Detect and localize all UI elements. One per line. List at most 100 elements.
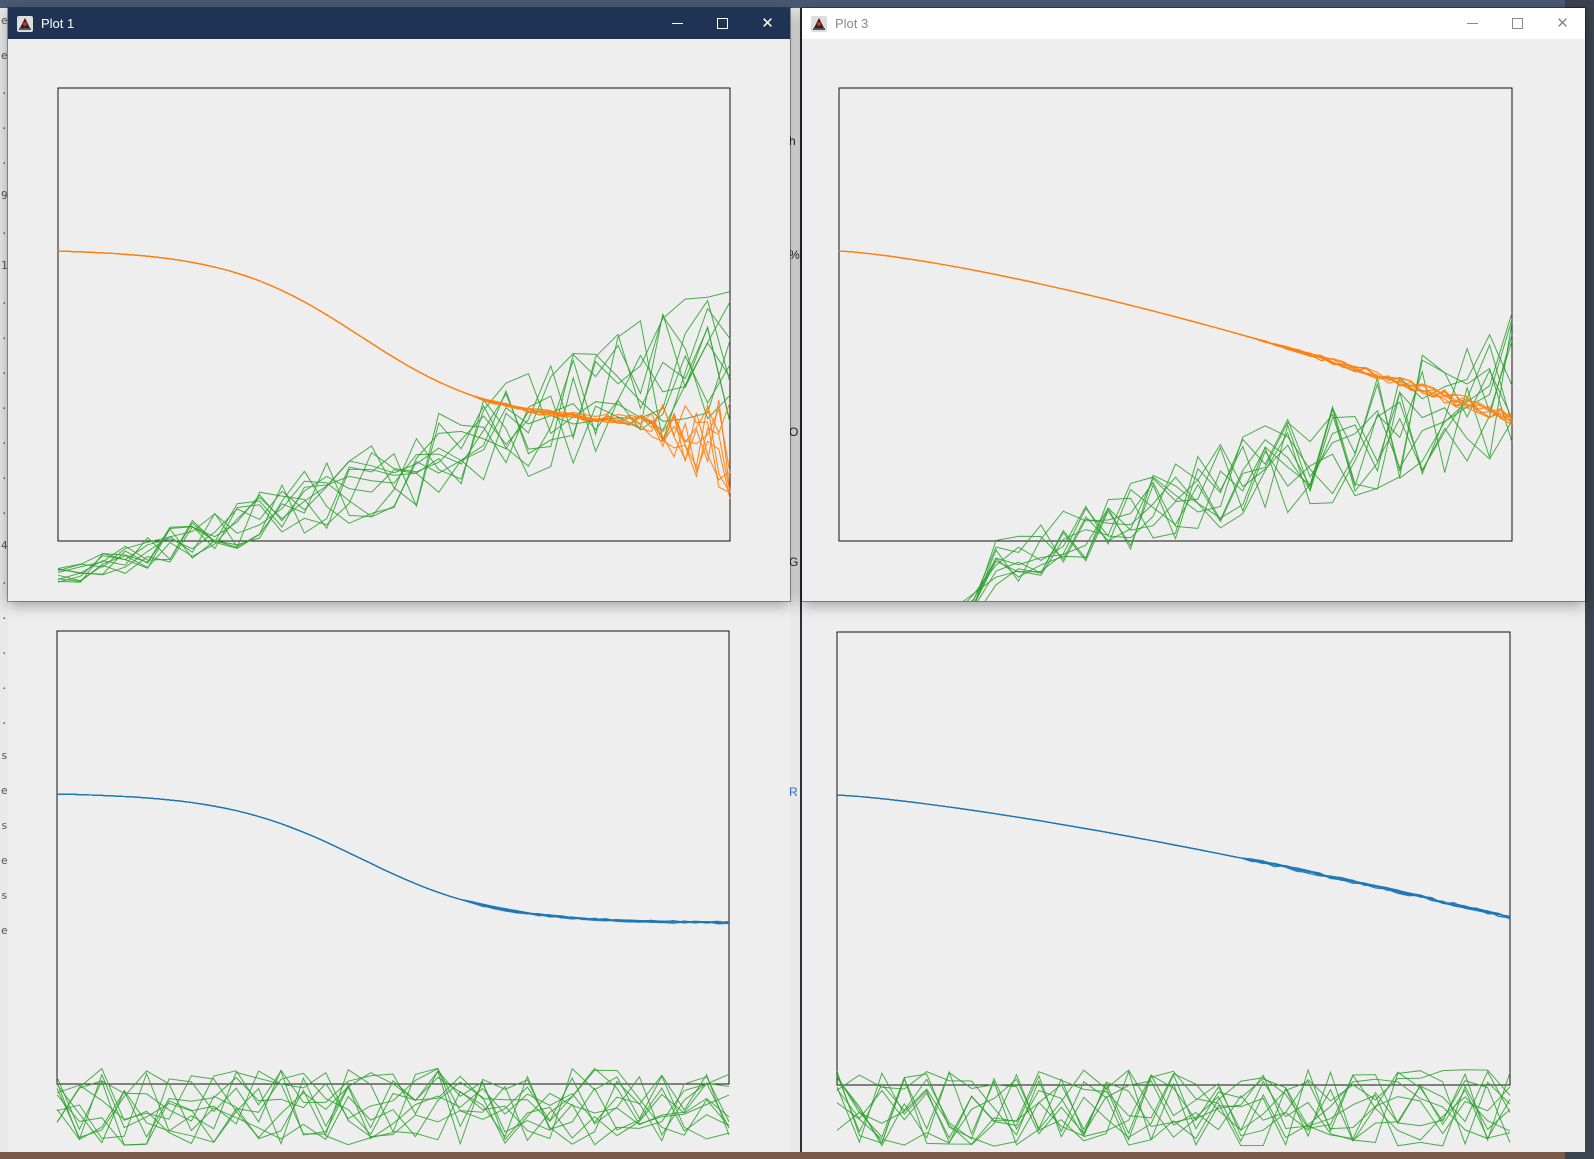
background-text-fragment: .: [1, 154, 8, 167]
minimize-button[interactable]: [1450, 8, 1495, 39]
secondary-series-line: [977, 334, 1513, 601]
titlebar[interactable]: Plot 1 ✕: [8, 8, 790, 39]
secondary-series-line: [56, 1069, 730, 1146]
primary-series-line: [838, 250, 1513, 418]
maximize-button[interactable]: [1495, 8, 1540, 39]
plot-area-plot4: [836, 631, 1511, 1147]
secondary-series-line: [970, 354, 1513, 601]
background-text-fragment: R: [789, 785, 798, 799]
primary-series-line: [838, 250, 1513, 422]
background-text-fragment: .: [1, 574, 8, 587]
background-text-fragment: e: [1, 854, 8, 867]
primary-series-line: [836, 794, 1511, 918]
secondary-series-line: [972, 359, 1513, 601]
primary-series-line: [56, 793, 730, 924]
primary-series-line: [838, 250, 1513, 426]
primary-series-line: [57, 250, 731, 494]
background-text-fragment: .: [1, 644, 8, 657]
primary-series-line: [57, 250, 731, 474]
primary-series-line: [56, 793, 730, 925]
secondary-series-line: [56, 1067, 730, 1144]
primary-series-line: [836, 794, 1511, 920]
background-text-fragment: .: [1, 504, 8, 517]
axes-frame: [838, 87, 1513, 542]
background-text-fragment: 4: [1, 539, 8, 552]
axes-frame: [836, 631, 1511, 1086]
secondary-series-line: [57, 299, 731, 582]
background-text-fragment: 9: [1, 189, 8, 202]
secondary-series-line: [836, 1073, 1511, 1147]
secondary-series-line: [836, 1070, 1511, 1145]
background-text-fragment: s: [1, 889, 8, 902]
plot-area-plot2: [56, 630, 730, 1146]
secondary-series-line: [56, 1067, 730, 1146]
secondary-series-line: [56, 1070, 730, 1142]
background-text-fragment: e: [1, 49, 8, 62]
plot-window-1[interactable]: Plot 1 ✕: [8, 8, 790, 601]
background-text-fragment: e: [1, 784, 8, 797]
primary-series-line: [836, 794, 1511, 918]
window-title: Plot 1: [41, 16, 75, 31]
minimize-button[interactable]: [655, 8, 700, 39]
java-duke-icon: [17, 15, 33, 32]
close-icon: ✕: [761, 15, 774, 32]
secondary-series-line: [984, 319, 1513, 601]
primary-series-line: [56, 793, 730, 924]
background-text-fragment: .: [1, 434, 8, 447]
plot-panel-bottom-left: [8, 601, 790, 1152]
secondary-series-line: [57, 314, 731, 573]
secondary-series-line: [57, 326, 731, 583]
secondary-series-line: [836, 1068, 1511, 1147]
minimize-icon: [672, 23, 683, 24]
primary-series-line: [836, 794, 1511, 919]
secondary-series-line: [975, 340, 1513, 601]
primary-series-line: [836, 794, 1511, 919]
secondary-series-line: [966, 322, 1513, 601]
maximize-button[interactable]: [700, 8, 745, 39]
secondary-series-line: [57, 301, 731, 572]
minimize-icon: [1467, 23, 1478, 24]
background-text-fragment: .: [1, 609, 8, 622]
secondary-series-line: [56, 1070, 730, 1145]
window-title: Plot 3: [835, 16, 869, 31]
secondary-series-line: [963, 312, 1513, 601]
secondary-series-line: [56, 1070, 730, 1146]
background-text-fragment: .: [1, 364, 8, 377]
background-text-fragment: .: [1, 469, 8, 482]
java-duke-icon: [811, 15, 827, 32]
primary-series-line: [838, 250, 1513, 421]
desktop-background: [0, 0, 1594, 8]
secondary-series-line: [56, 1075, 730, 1146]
primary-series-line: [836, 794, 1511, 917]
maximize-icon: [1512, 18, 1523, 29]
primary-series-line: [56, 793, 730, 924]
close-button[interactable]: ✕: [1540, 8, 1585, 39]
secondary-series-line: [56, 1068, 730, 1141]
background-text-fragment: %): [789, 248, 804, 262]
secondary-series-line: [56, 1067, 730, 1142]
background-text-fragment: e: [1, 14, 8, 27]
maximize-icon: [717, 18, 728, 29]
background-text-fragment: s: [1, 749, 8, 762]
plot-area-plot1: [57, 87, 731, 583]
secondary-series-line: [836, 1070, 1511, 1146]
desktop-background-bottom: [0, 1152, 1565, 1159]
primary-series-line: [56, 793, 730, 925]
secondary-series-line: [57, 291, 731, 582]
plot-panel-bottom-right: [802, 601, 1585, 1152]
close-icon: ✕: [1556, 15, 1569, 32]
background-text-fragment: .: [1, 84, 8, 97]
primary-series-line: [838, 250, 1513, 420]
secondary-series-line: [836, 1070, 1511, 1147]
plot-window-3[interactable]: Plot 3 ✕: [802, 8, 1585, 601]
secondary-series-line: [56, 1069, 730, 1146]
primary-series-line: [836, 794, 1511, 920]
close-button[interactable]: ✕: [745, 8, 790, 39]
background-text-fragment: s: [1, 819, 8, 832]
background-text-fragment: .: [1, 224, 8, 237]
titlebar[interactable]: Plot 3 ✕: [802, 8, 1585, 39]
background-text-fragment: O: [789, 425, 799, 439]
background-text-fragment: .: [1, 329, 8, 342]
primary-series-line: [836, 794, 1511, 919]
primary-series-line: [56, 793, 730, 924]
